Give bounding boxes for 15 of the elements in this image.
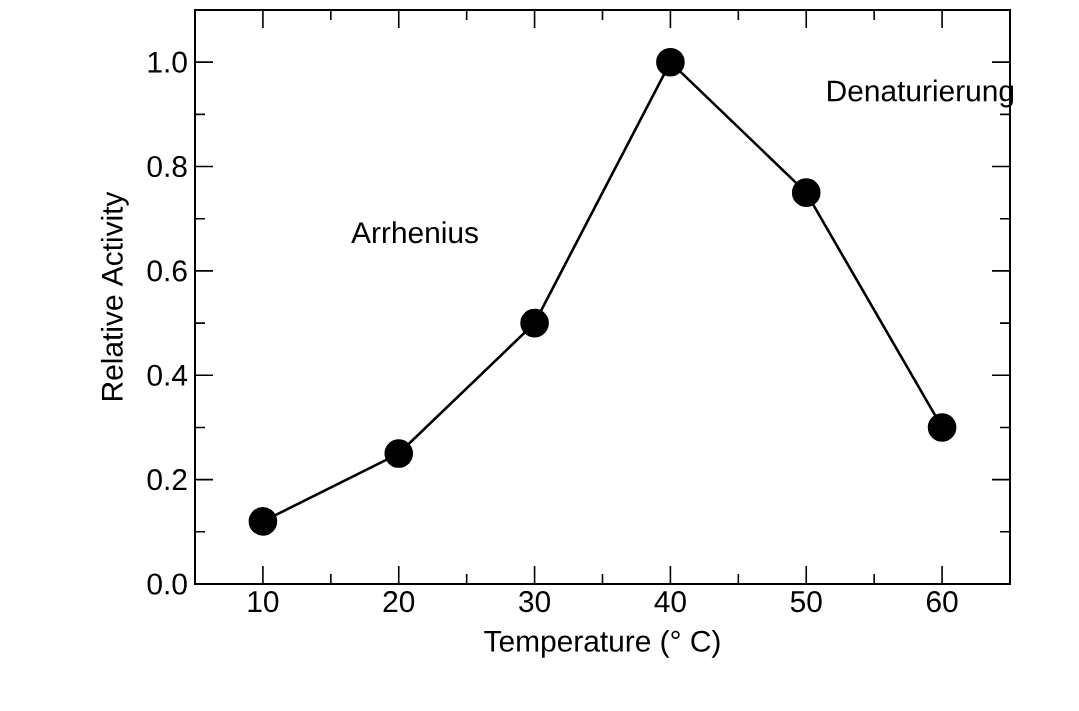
x-tick-label: 40 — [654, 591, 686, 613]
x-tick-label: 20 — [383, 591, 415, 613]
x-axis-title: Temperature (° C) — [484, 629, 720, 658]
y-tick-label: 0.2 — [147, 469, 187, 491]
x-tick-label: 50 — [790, 591, 822, 613]
annotation: Arrhenius — [351, 221, 478, 244]
x-tick-label: 10 — [248, 591, 279, 613]
y-tick-label: 0.4 — [147, 364, 188, 386]
x-tick-label: 30 — [519, 591, 551, 613]
y-axis-title: Relative Activity — [100, 191, 129, 401]
y-tick-label: 0.6 — [147, 260, 187, 282]
x-tick-label: 60 — [926, 591, 958, 613]
y-tick-label: 0.0 — [147, 573, 187, 595]
y-tick-label: 1.0 — [148, 51, 187, 73]
y-tick-label: 0.8 — [147, 155, 187, 178]
